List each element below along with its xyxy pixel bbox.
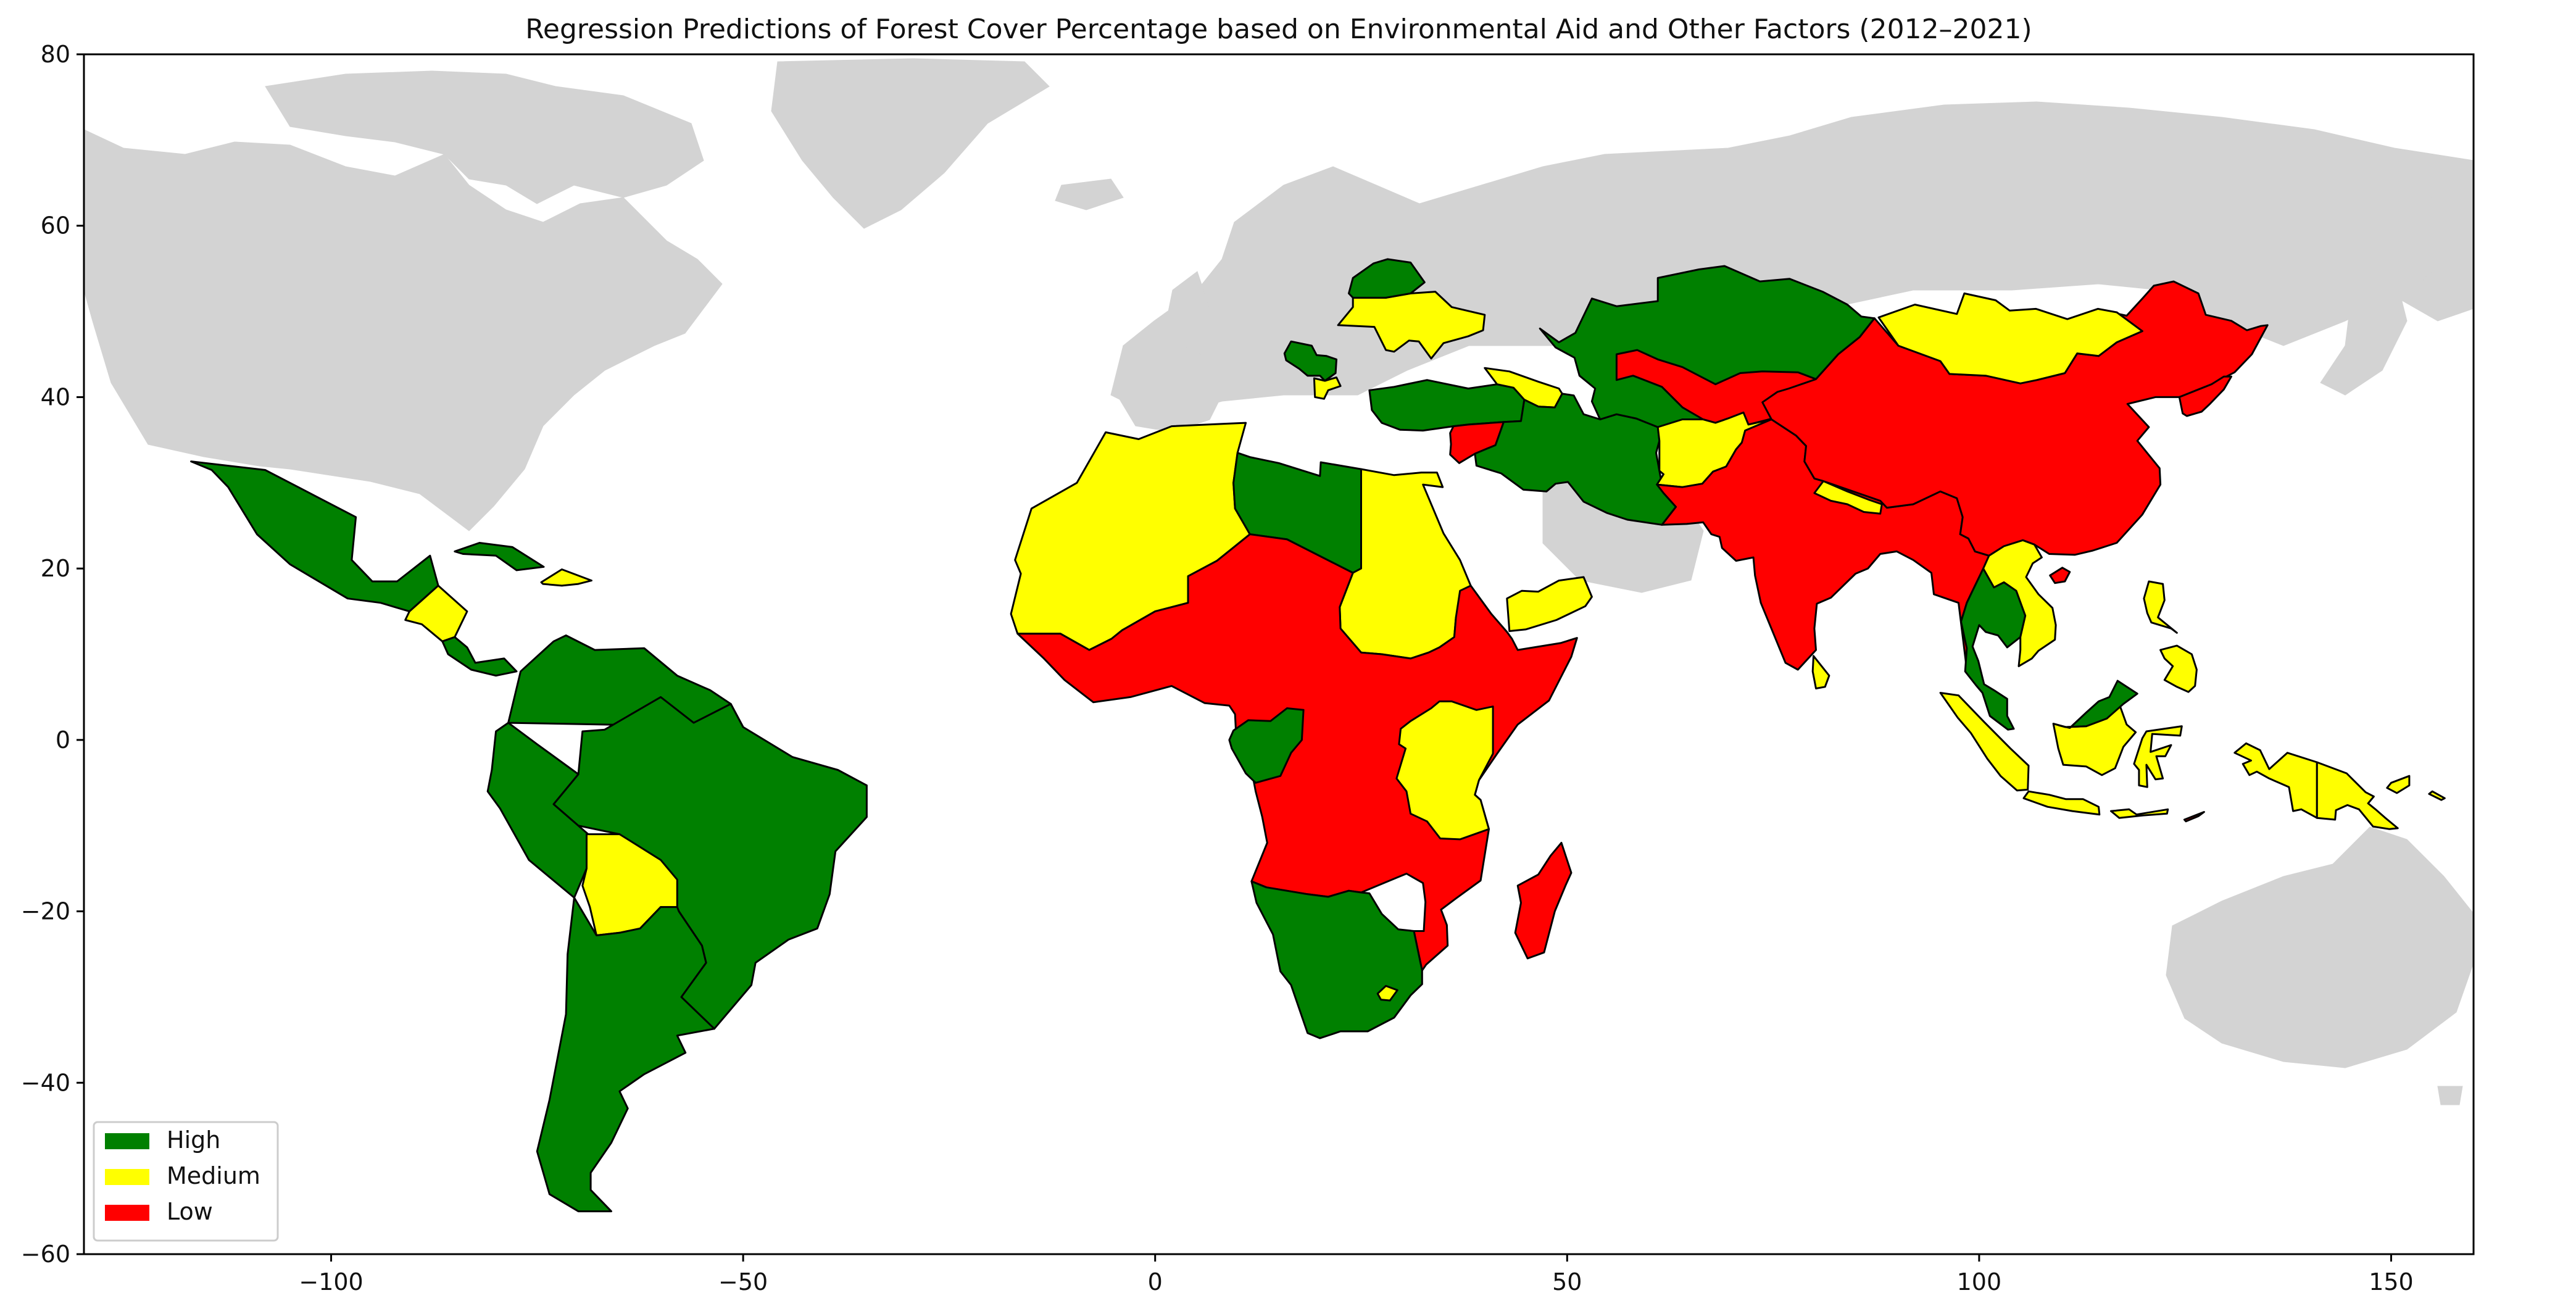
region-northern-south-america-high <box>507 634 744 728</box>
australia-land <box>2166 826 2474 1068</box>
region-southern-africa-high <box>1250 880 1423 1039</box>
legend-swatch-medium <box>105 1169 149 1185</box>
tasmania-land <box>2437 1086 2463 1105</box>
canadian-arctic-islands <box>265 70 704 204</box>
region-sri-lanka-medium <box>1811 655 1830 689</box>
y-tick-label: 60 <box>41 212 70 239</box>
region-java-medium <box>2022 790 2101 816</box>
region-borneo-malaysia--high <box>2058 680 2138 729</box>
y-tick-label: 80 <box>41 41 70 68</box>
region-laos-vietnam-medium <box>1982 539 2057 667</box>
region-gabon-congo-high <box>1228 707 1305 784</box>
region-philippines-luzon-medium <box>2143 580 2178 634</box>
greenland <box>771 58 1050 229</box>
legend-label-low: Low <box>167 1198 213 1225</box>
country-regions <box>190 258 2446 1213</box>
region-north-korea-low <box>2178 375 2232 417</box>
region-new-guinea-indonesia--medium <box>2233 742 2318 819</box>
region-central-america-s-high <box>441 636 518 677</box>
region-timor-leste-low <box>2183 811 2205 823</box>
region-solomon-islands-medium <box>2428 790 2446 801</box>
legend-swatch-low <box>105 1205 149 1221</box>
plot-frame <box>83 53 2475 1255</box>
region-sumatra-medium <box>1939 692 2030 792</box>
region-mongolia-medium <box>1877 292 2143 385</box>
region-nepal-medium <box>1813 480 1883 515</box>
y-tick-label: 0 <box>56 726 70 754</box>
x-tick-label: −50 <box>718 1268 768 1296</box>
x-tick-label: 150 <box>2369 1268 2414 1296</box>
chart-title: Regression Predictions of Forest Cover P… <box>525 14 2032 45</box>
region-sulawesi-medium <box>2133 725 2183 788</box>
legend-label-high: High <box>167 1126 220 1154</box>
region-east-africa-medium <box>1395 700 1494 841</box>
y-axis-ticks: 80 60 40 20 0 −20 −40 −60 <box>21 41 84 1268</box>
uk-land <box>1166 271 1210 334</box>
region-balkans-w-high <box>1283 340 1337 382</box>
iceland-land <box>1055 178 1124 210</box>
kamchatka-land <box>2394 185 2445 285</box>
region-haiti-dr-medium <box>540 568 592 587</box>
region-peru-ecuador-high <box>486 722 589 899</box>
y-tick-label: −20 <box>21 898 70 925</box>
region-bismarck-medium <box>2386 775 2411 794</box>
region-thailand-cambodia-high <box>1960 567 2027 731</box>
region-balkans-s-medium <box>1313 376 1342 400</box>
region-southern-cone-high <box>536 896 715 1213</box>
region-papua-new-guinea-medium <box>2316 761 2399 830</box>
y-tick-label: −40 <box>21 1069 70 1096</box>
x-tick-label: 0 <box>1148 1268 1163 1296</box>
region-lesotho-medium <box>1376 984 1398 1002</box>
iberia-land <box>1116 342 1229 433</box>
region-philippines-south-medium <box>2159 644 2198 693</box>
legend-swatch-high <box>105 1133 149 1149</box>
japan-land <box>2320 259 2408 396</box>
map-area <box>84 58 2474 1213</box>
y-tick-label: 20 <box>41 555 70 582</box>
north-america-land <box>84 129 723 531</box>
legend: High Medium Low <box>93 1121 279 1242</box>
x-tick-label: 50 <box>1552 1268 1582 1296</box>
x-axis-ticks: −100 −50 0 50 100 150 <box>299 1254 2414 1296</box>
region-madagascar-low <box>1514 842 1573 960</box>
region-belarus-high <box>1348 258 1426 299</box>
x-tick-label: −100 <box>299 1268 363 1296</box>
legend-label-medium: Medium <box>167 1162 260 1189</box>
region-hainan-low <box>2049 567 2071 584</box>
y-tick-label: 40 <box>41 383 70 410</box>
region-yemen-oman-south-medium <box>1506 576 1593 632</box>
region-lesser-sundas-medium <box>2110 808 2169 819</box>
region-cuba-high <box>454 542 545 572</box>
y-tick-label: −60 <box>21 1241 70 1268</box>
x-tick-label: 100 <box>1957 1268 2002 1296</box>
